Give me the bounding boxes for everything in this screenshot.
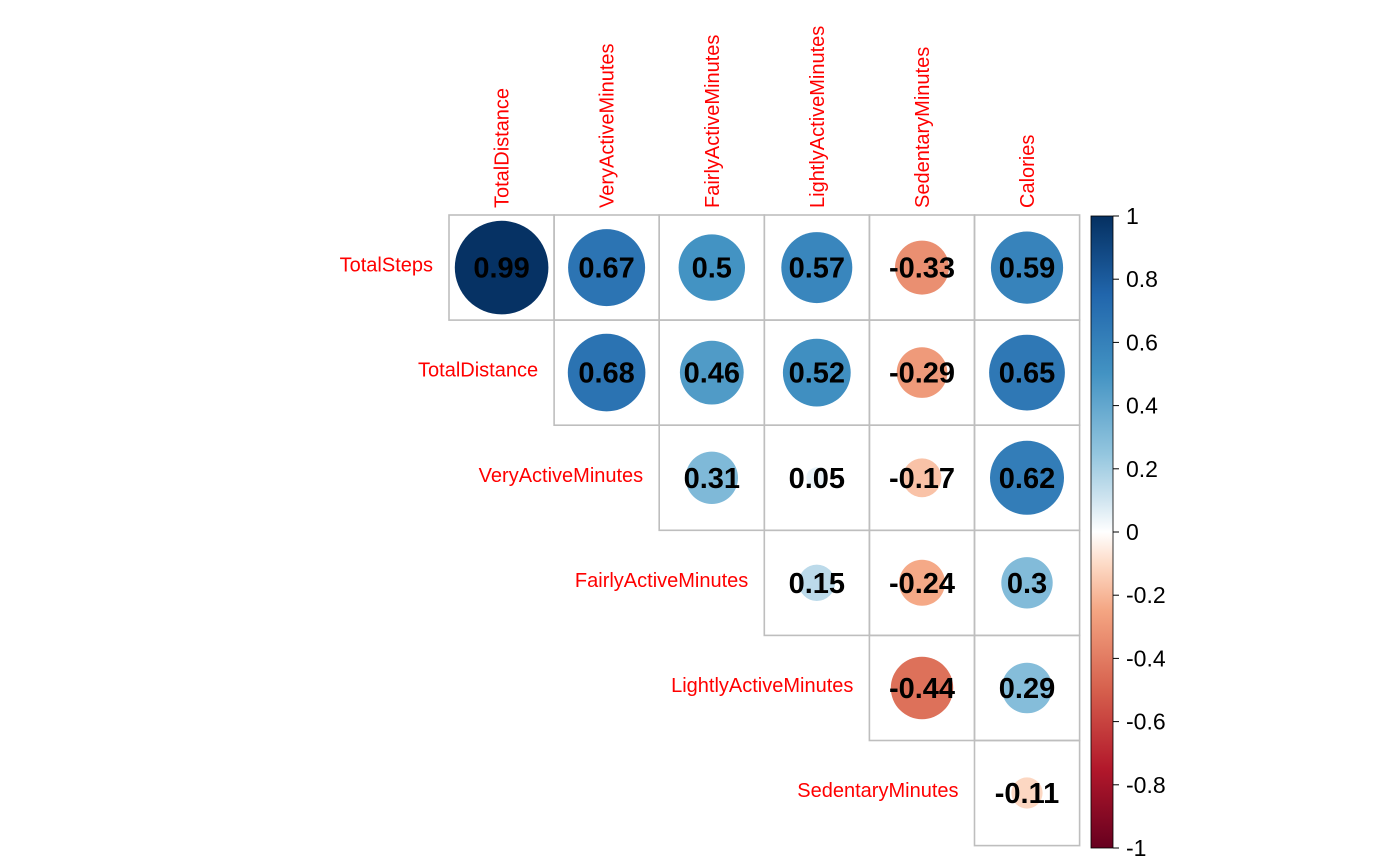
correlation-value: 0.46 xyxy=(684,358,740,390)
correlation-value: 0.59 xyxy=(999,253,1055,285)
correlation-circle xyxy=(568,229,646,307)
correlation-circle xyxy=(782,338,851,407)
grid-cell xyxy=(973,739,1081,847)
correlation-circle xyxy=(902,458,942,498)
correlation-circle xyxy=(1001,662,1053,714)
legend-tick-label: 0.8 xyxy=(1126,266,1158,292)
correlation-circle xyxy=(890,656,954,720)
correlation-circle xyxy=(781,232,853,304)
correlation-value: -0.29 xyxy=(889,358,955,390)
correlation-circle xyxy=(567,333,646,412)
correlation-value: 0.29 xyxy=(999,673,1055,705)
correlation-value: 0.65 xyxy=(999,358,1055,390)
correlation-circle xyxy=(990,440,1064,515)
correlation-value: 0.68 xyxy=(578,358,634,390)
legend-tick-label: -0.6 xyxy=(1126,709,1166,735)
correlation-value: -0.33 xyxy=(889,253,955,285)
correlation-value: 0.15 xyxy=(789,568,845,600)
correlation-circle xyxy=(1011,777,1043,809)
row-label: TotalDistance xyxy=(418,360,538,382)
value-layer: 0.99 0.67 0.5 0.57 -0.33 0.59 0.68 0.46 0.52 -0.2… xyxy=(473,253,1059,810)
correlation-value: 0.5 xyxy=(692,253,732,285)
color-legend-bar xyxy=(1090,215,1114,849)
column-label: FairlyActiveMinutes xyxy=(702,35,724,208)
correlation-circle xyxy=(806,467,828,489)
correlation-value: -0.11 xyxy=(995,778,1060,810)
correlation-value: -0.17 xyxy=(889,463,955,495)
legend-tick-label: 1 xyxy=(1126,203,1139,229)
correlation-circle xyxy=(896,347,948,398)
legend-tick-label: 0.6 xyxy=(1126,329,1158,355)
row-label: TotalSteps xyxy=(340,255,433,277)
legend-tick-label: 0 xyxy=(1126,519,1139,545)
column-label: Calories xyxy=(1017,135,1039,208)
correlation-circle xyxy=(899,559,945,606)
grid-layer xyxy=(448,214,1081,847)
column-labels: TotalDistance VeryActiveMinutes FairlyActi… xyxy=(492,26,1039,208)
correlation-value: 0.99 xyxy=(473,253,529,285)
correlation-circle xyxy=(895,240,949,295)
legend-tick-label: -0.4 xyxy=(1126,645,1166,671)
correlation-circle xyxy=(1001,557,1053,609)
correlation-circle xyxy=(685,451,738,504)
legend-tick-label: -1 xyxy=(1126,835,1146,861)
correlation-circle xyxy=(989,334,1065,411)
correlation-value: -0.24 xyxy=(889,568,955,600)
row-label: LightlyActiveMinutes xyxy=(671,675,853,697)
row-labels: TotalSteps TotalDistance VeryActiveMinutes… xyxy=(340,255,959,802)
color-legend: 1 0.8 0.6 0.4 0.2 0 -0.2 -0.4 -0.6 -0.8 -1 xyxy=(1090,203,1166,861)
row-label: SedentaryMinutes xyxy=(797,780,958,802)
legend-tick-label: -0.2 xyxy=(1126,582,1166,608)
correlation-circle xyxy=(990,231,1064,304)
correlation-circle xyxy=(679,340,744,405)
correlation-value: 0.57 xyxy=(789,253,845,285)
row-label: VeryActiveMinutes xyxy=(479,465,644,487)
row-label: FairlyActiveMinutes xyxy=(575,570,748,592)
column-label: TotalDistance xyxy=(492,88,514,208)
correlation-value: 0.05 xyxy=(789,463,845,495)
legend-tick-label: -0.8 xyxy=(1126,772,1166,798)
circle-layer xyxy=(454,220,1065,809)
correlation-value: 0.67 xyxy=(578,253,634,285)
correlation-value: 0.31 xyxy=(684,463,740,495)
legend-tick-label: 0.4 xyxy=(1126,393,1158,419)
column-label: SedentaryMinutes xyxy=(912,47,934,208)
correlation-circle xyxy=(454,220,549,315)
correlation-value: -0.44 xyxy=(889,673,955,705)
correlation-circle xyxy=(678,234,745,301)
correlation-value: 0.52 xyxy=(789,358,845,390)
column-label: VeryActiveMinutes xyxy=(597,43,619,208)
correlation-circle xyxy=(798,564,835,601)
correlation-value: 0.3 xyxy=(1007,568,1047,600)
column-label: LightlyActiveMinutes xyxy=(807,26,829,208)
correlation-value: 0.62 xyxy=(999,463,1055,495)
legend-tick-label: 0.2 xyxy=(1126,456,1158,482)
